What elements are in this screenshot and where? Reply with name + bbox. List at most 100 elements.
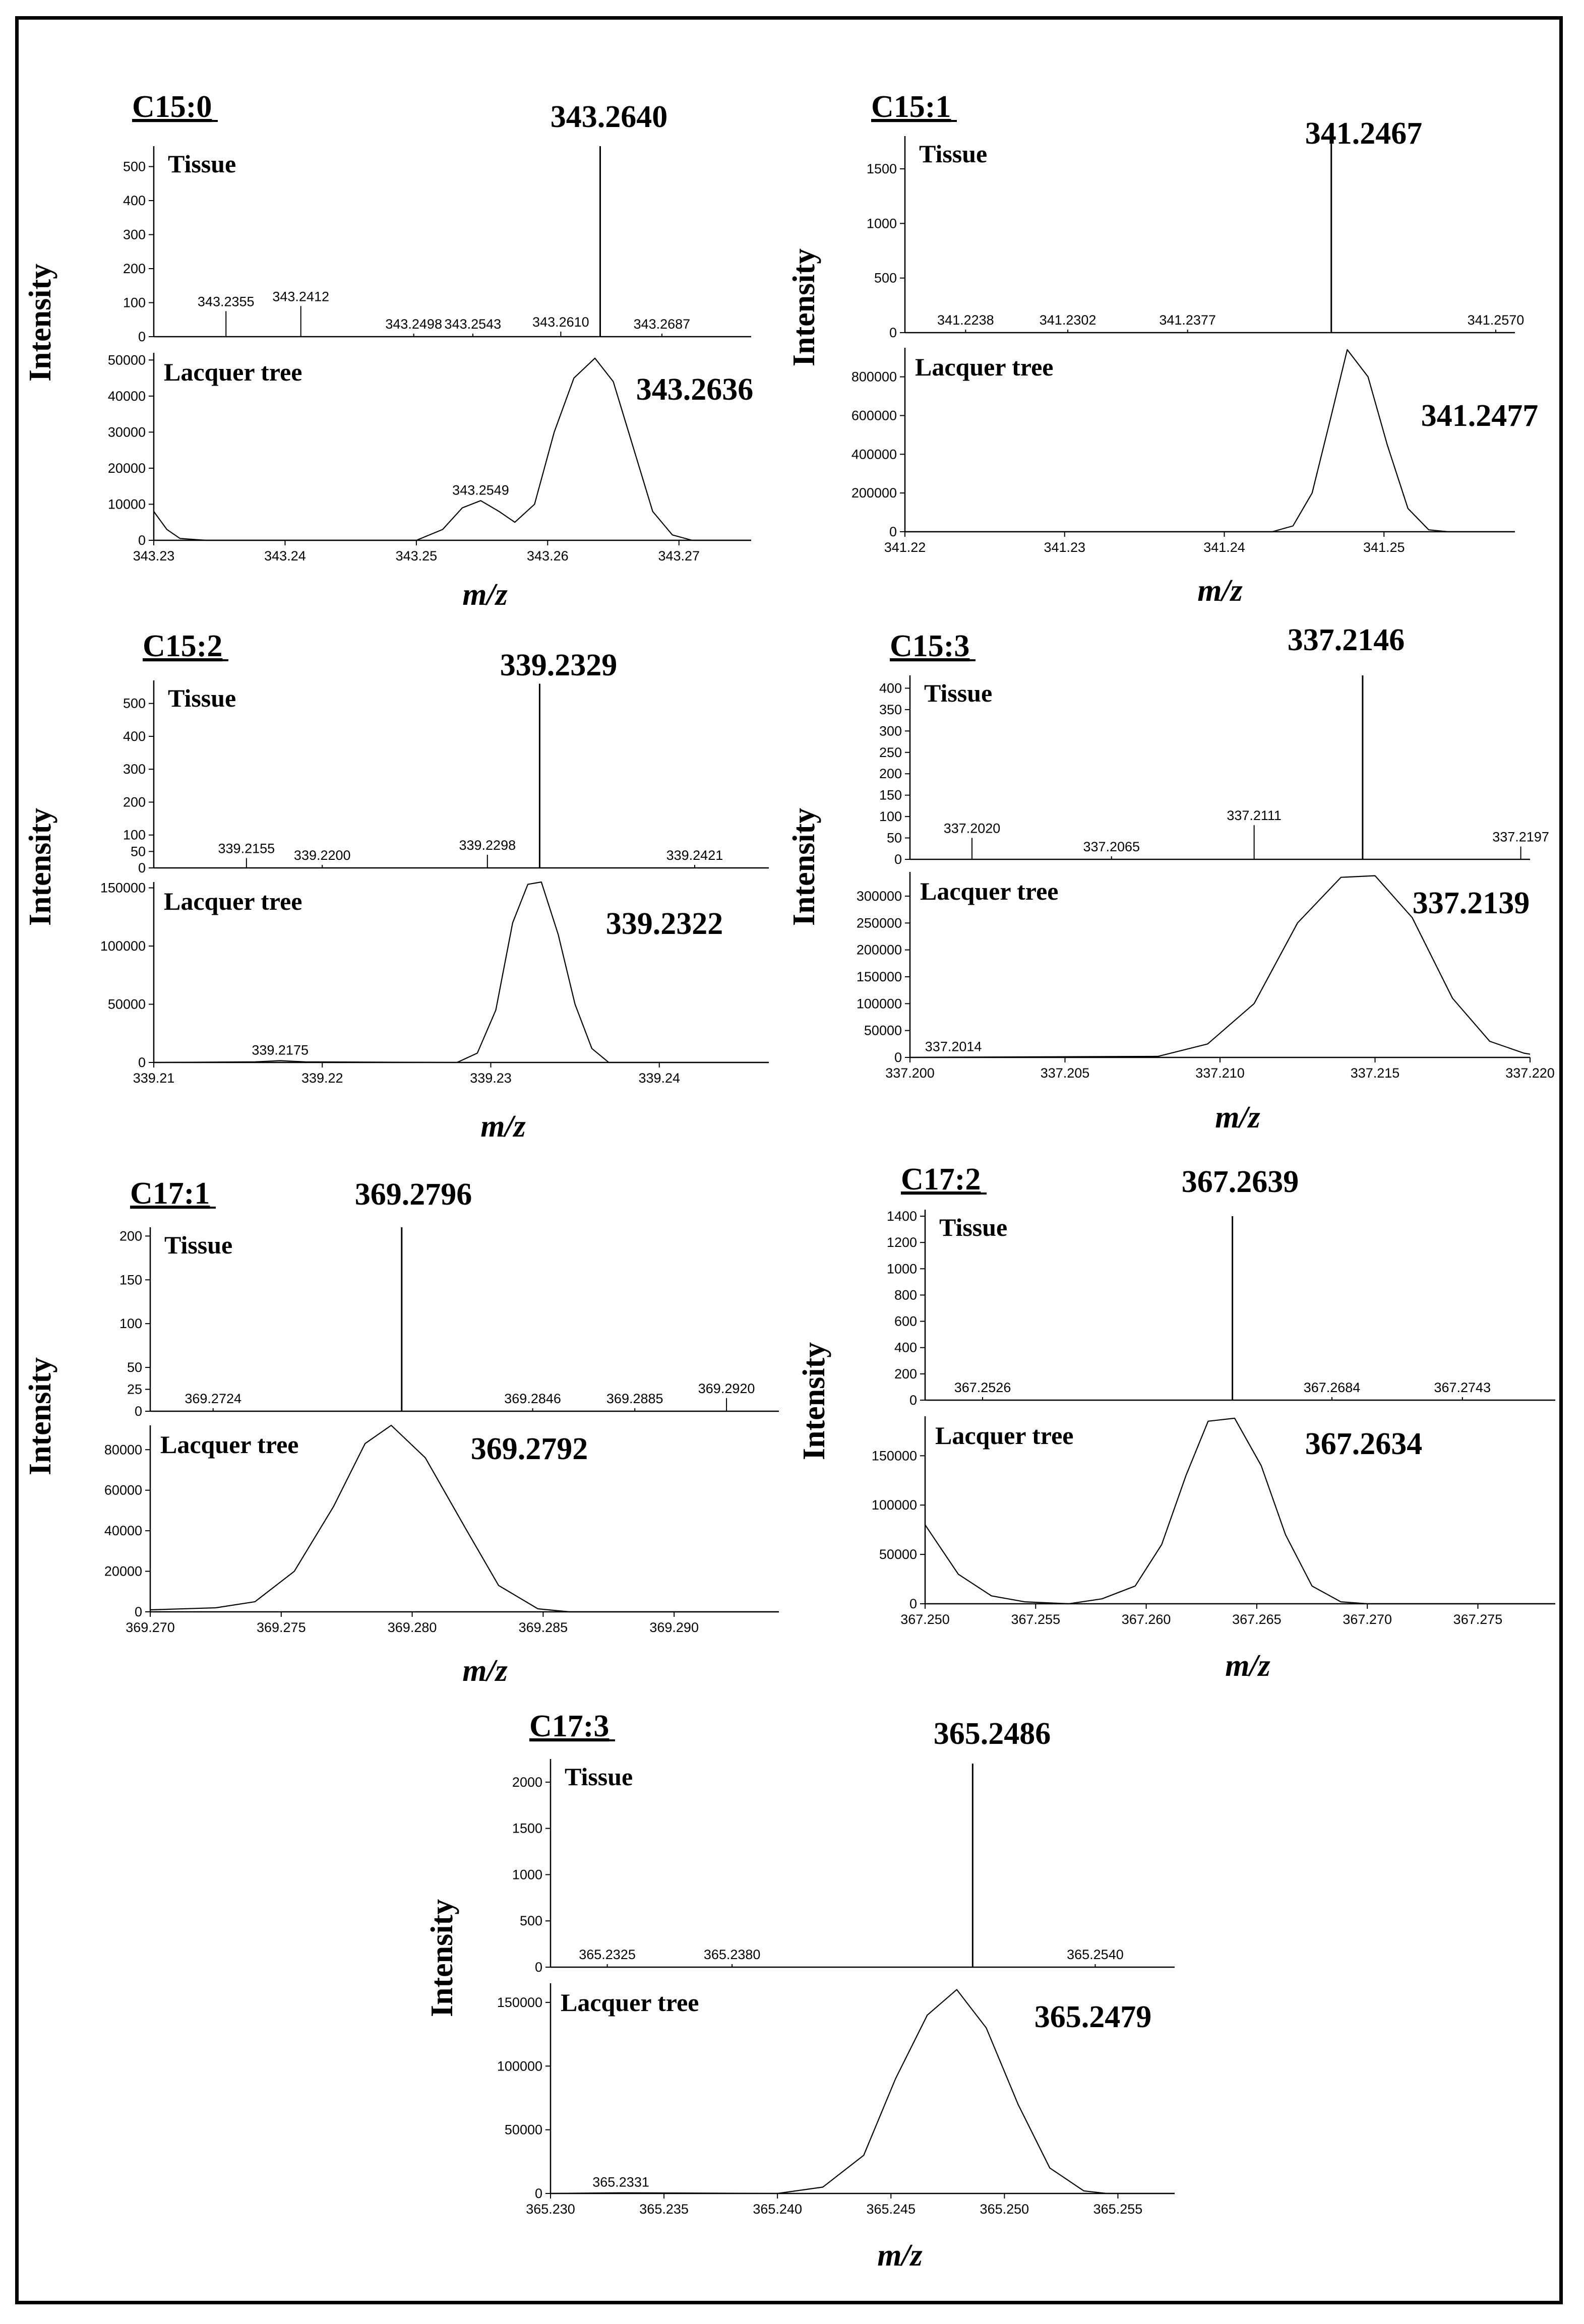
tissue-minor-peak-label: 339.2155 [218, 841, 275, 856]
lacquer-peak-label: 369.2792 [471, 1432, 588, 1466]
tissue-y-tick-label: 800 [894, 1287, 917, 1302]
tissue-y-tick-label: 400 [123, 729, 146, 744]
tissue-y-tick-label: 300 [123, 227, 146, 242]
lacquer-label: Lacquer tree [915, 353, 1053, 381]
lacquer-y-tick-label: 50000 [108, 352, 146, 367]
tissue-minor-peak-label: 369.2920 [698, 1381, 755, 1396]
lacquer-y-tick-label: 0 [138, 1055, 146, 1070]
tissue-y-tick-label: 0 [135, 1404, 142, 1419]
lacquer-y-tick-label: 600000 [851, 408, 897, 423]
lacquer-x-tick-label: 337.210 [1195, 1065, 1245, 1081]
lacquer-x-tick-label: 369.290 [649, 1620, 699, 1635]
tissue-y-tick-label: 200 [123, 261, 146, 276]
lacquer-minor-peak-label: 337.2014 [925, 1039, 982, 1054]
lacquer-y-tick-label: 50000 [879, 1547, 917, 1562]
lacquer-profile-line [153, 881, 769, 1063]
x-axis-label: m/z [462, 578, 508, 612]
tissue-minor-peak-label: 341.2302 [1040, 312, 1096, 328]
lacquer-y-tick-label: 0 [535, 2186, 542, 2201]
tissue-minor-peak-label: 343.2543 [445, 317, 502, 332]
y-axis-label: Intensity [797, 1342, 831, 1460]
lacquer-x-tick-label: 343.27 [658, 548, 700, 563]
tissue-y-tick-label: 50 [131, 844, 146, 859]
lacquer-y-tick-label: 100000 [857, 996, 902, 1011]
tissue-main-peak-label: 365.2486 [934, 1717, 1051, 1751]
tissue-y-tick-label: 0 [894, 852, 902, 867]
lacquer-x-tick-label: 337.205 [1041, 1065, 1090, 1081]
tissue-minor-peak-label: 341.2238 [937, 312, 994, 328]
tissue-minor-peak-label: 339.2298 [459, 838, 516, 853]
tissue-minor-peak-label: 365.2540 [1067, 1947, 1124, 1962]
tissue-main-peak-label: 367.2639 [1182, 1165, 1299, 1199]
lacquer-x-tick-label: 337.200 [885, 1065, 935, 1081]
lacquer-label: Lacquer tree [935, 1421, 1073, 1450]
tissue-y-tick-label: 300 [879, 723, 902, 738]
lacquer-x-tick-label: 367.270 [1343, 1612, 1392, 1627]
tissue-y-tick-label: 200 [119, 1228, 142, 1243]
lacquer-y-tick-label: 0 [894, 1050, 902, 1065]
tissue-minor-peak-label: 365.2380 [704, 1947, 761, 1962]
tissue-minor-peak-label: 337.2020 [944, 821, 1001, 836]
tissue-label: Tissue [168, 150, 236, 178]
compound-title: C15:0 [132, 90, 212, 124]
tissue-minor-peak-label: 343.2355 [198, 294, 255, 309]
tissue-minor-peak-label: 341.2570 [1468, 312, 1525, 328]
lacquer-y-tick-label: 50000 [864, 1023, 902, 1038]
tissue-y-tick-label: 1000 [512, 1867, 542, 1882]
lacquer-label: Lacquer tree [164, 358, 302, 386]
tissue-y-tick-label: 2000 [512, 1775, 542, 1790]
tissue-y-tick-label: 500 [520, 1913, 542, 1928]
lacquer-y-tick-label: 250000 [857, 915, 902, 930]
lacquer-x-tick-label: 343.26 [527, 548, 569, 563]
lacquer-y-tick-label: 10000 [108, 496, 146, 512]
tissue-main-peak-label: 369.2796 [355, 1177, 472, 1212]
lacquer-y-tick-label: 100000 [497, 2058, 542, 2074]
tissue-minor-peak-label: 343.2687 [634, 317, 691, 332]
lacquer-y-tick-label: 100000 [100, 938, 146, 954]
lacquer-profile-line [153, 357, 751, 541]
tissue-y-tick-label: 150 [879, 788, 902, 803]
chart-panel-C15-3: C15:3 Intensity m/z 0 50 100 150 200 250 300 350 40… [787, 623, 1555, 1135]
lacquer-peak-label: 339.2322 [606, 907, 723, 941]
chart-panel-C17-1: C17:1 Intensity m/z 0 25 50 100 150 200 Tissue 369… [23, 1176, 779, 1688]
tissue-y-tick-label: 200 [879, 766, 902, 781]
lacquer-x-tick-label: 343.23 [133, 548, 175, 563]
tissue-y-tick-label: 0 [909, 1393, 917, 1408]
compound-title: C17:2 [901, 1162, 981, 1197]
lacquer-x-tick-label: 367.260 [1122, 1612, 1171, 1627]
tissue-minor-peak-label: 343.2498 [385, 317, 442, 332]
lacquer-x-tick-label: 343.24 [264, 548, 306, 563]
lacquer-x-tick-label: 365.250 [980, 2202, 1029, 2217]
y-axis-label: Intensity [23, 1357, 57, 1475]
tissue-y-tick-label: 100 [119, 1316, 142, 1331]
tissue-minor-peak-label: 339.2421 [666, 848, 723, 863]
lacquer-y-tick-label: 150000 [497, 1995, 542, 2010]
lacquer-minor-peak-label: 339.2175 [252, 1043, 309, 1058]
lacquer-profile-line [150, 1424, 779, 1613]
lacquer-label: Lacquer tree [920, 877, 1058, 905]
x-axis-label: m/z [1215, 1100, 1260, 1135]
x-axis-label: m/z [1197, 574, 1243, 608]
tissue-minor-peak-label: 337.2065 [1083, 839, 1140, 854]
lacquer-y-tick-label: 20000 [104, 1564, 142, 1579]
tissue-y-tick-label: 0 [535, 1960, 542, 1975]
tissue-y-tick-label: 500 [874, 271, 897, 286]
tissue-minor-peak-label: 337.2111 [1227, 808, 1282, 823]
lacquer-x-tick-label: 369.280 [388, 1620, 437, 1635]
tissue-label: Tissue [168, 684, 236, 712]
lacquer-minor-peak-label: 365.2331 [592, 2175, 649, 2190]
tissue-y-tick-label: 1400 [887, 1209, 917, 1224]
tissue-minor-peak-label: 369.2885 [606, 1391, 663, 1406]
lacquer-x-tick-label: 341.24 [1203, 540, 1245, 555]
lacquer-x-tick-label: 341.22 [884, 540, 926, 555]
lacquer-y-tick-label: 0 [138, 533, 146, 548]
lacquer-y-tick-label: 40000 [104, 1523, 142, 1538]
lacquer-label: Lacquer tree [164, 887, 302, 915]
lacquer-y-tick-label: 50000 [108, 997, 146, 1012]
lacquer-y-tick-label: 20000 [108, 461, 146, 476]
lacquer-profile-line [550, 1989, 1175, 2194]
compound-title: C15:1 [871, 90, 951, 124]
tissue-minor-peak-label: 341.2377 [1159, 312, 1216, 328]
chart-panel-C17-2: C17:2 Intensity m/z 0 200 400 600 800 1000 1200 14… [797, 1162, 1555, 1683]
lacquer-x-tick-label: 343.25 [396, 548, 438, 563]
